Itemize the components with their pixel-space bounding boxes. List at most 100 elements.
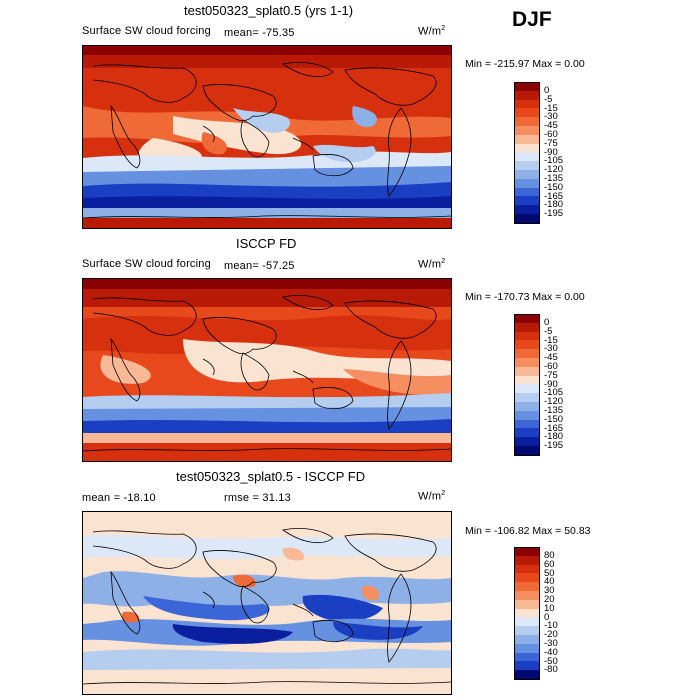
panel3-colorbar-swatch: [514, 608, 540, 618]
panel1-colorbar-tick-label: -15: [544, 102, 558, 114]
panel1-colorbar-tick-label: -30: [544, 111, 558, 123]
panel2-colorbar-swatch: [514, 340, 540, 350]
panel3-colorbar-tick-label: 50: [544, 567, 555, 579]
panel1-colorbar-swatch: [514, 205, 540, 215]
panel2-colorbar-tick-label: -165: [544, 422, 564, 434]
panel1-map-svg: [83, 46, 451, 228]
panel3-mean-label: mean = -18.10: [82, 492, 156, 504]
panel1-colorbar-swatch: [514, 99, 540, 109]
panel2-map-svg: [83, 279, 451, 461]
panel2-colorbar-tick-label: -75: [544, 369, 558, 381]
panel1-colorbar-swatch: [514, 134, 540, 145]
panel1-colorbar-tick-label: -105: [544, 155, 564, 167]
panel3-colorbar-swatch: [514, 661, 540, 671]
panel3-colorbar-swatch: [514, 582, 540, 592]
panel1-map: [82, 45, 452, 229]
panel3-colorbar-tick-label: 40: [544, 576, 555, 588]
panel2-mean-label: mean= -57.25: [224, 260, 295, 272]
panel3-colorbar-tick-label: 60: [544, 558, 555, 570]
panel3-title: test050323_splat0.5 - ISCCP FD: [176, 469, 366, 484]
panel1-mean-label: mean= -75.35: [224, 27, 295, 39]
panel3-colorbar-tick-label: -50: [544, 655, 558, 667]
panel2-colorbar-tick-label: -180: [544, 431, 564, 443]
panel3-colorbar-swatch: [514, 555, 540, 566]
panel1-min-max: Min = -215.97 Max = 0.00: [465, 58, 585, 70]
panel1-colorbar-tick-label: 0: [544, 85, 550, 97]
panel2-colorbar-swatch: [514, 331, 540, 341]
panel3-map-svg: [83, 512, 451, 694]
panel2-title: ISCCP FD: [236, 236, 297, 251]
panel2-colorbar-swatch: [514, 428, 540, 438]
panel2-colorbar-swatch: [514, 437, 540, 447]
panel2-colorbar-tick-label: -105: [544, 387, 564, 399]
panel2-colorbar-swatch: [514, 349, 540, 359]
panel2-colorbar-swatch: [514, 358, 540, 368]
panel2-colorbar-swatch: [514, 322, 540, 333]
panel1-variable-label: Surface SW cloud forcing: [82, 25, 211, 37]
panel3-colorbar-swatch: [514, 591, 540, 601]
panel1-colorbar-tick-label: -150: [544, 181, 564, 193]
panel1-colorbar-tick-label: -60: [544, 129, 558, 141]
panel3-colorbar-swatch: [514, 617, 540, 627]
panel1-colorbar-tick-label: -135: [544, 173, 564, 185]
panel1-colorbar-swatch: [514, 170, 540, 180]
panel2-colorbar-swatch: [514, 393, 540, 403]
panel1-colorbar-tick-label: -165: [544, 190, 564, 202]
panel2-colorbar-tick-label: 0: [544, 317, 550, 329]
panel2-colorbar-swatch: [514, 410, 540, 421]
panel3-min-max: Min = -106.82 Max = 50.83: [465, 525, 591, 537]
panel3-colorbar-swatch: [514, 599, 540, 610]
panel1-colorbar-swatch: [514, 117, 540, 127]
panel1-colorbar-tick-label: -120: [544, 164, 564, 176]
panel1-colorbar-swatch: [514, 90, 540, 101]
panel3-colorbar-swatch: [514, 564, 540, 574]
panel2-colorbar-swatch: [514, 419, 540, 429]
panel3-map: [82, 511, 452, 695]
panel1-colorbar-swatch: [514, 152, 540, 162]
panel1-colorbar-swatch: [514, 214, 540, 225]
panel1-colorbar-swatch: [514, 187, 540, 197]
panel1-colorbar-tick-label: -45: [544, 120, 558, 132]
panel3-colorbar-tick-label: 80: [544, 550, 555, 562]
panel3-colorbar-swatch: [514, 626, 540, 636]
panel1-title: test050323_splat0.5 (yrs 1-1): [184, 3, 354, 18]
panel2-colorbar-swatch: [514, 375, 540, 385]
panel1-colorbar-swatch: [514, 126, 540, 136]
panel2-colorbar-tick-label: -150: [544, 413, 564, 425]
panel2-colorbar: 0 -5 -15 -30 -45 -60 -75 -90 -105 -120 -135 -150 -16…: [514, 314, 634, 458]
panel2-colorbar-tick-label: -90: [544, 378, 558, 390]
panel1-colorbar-swatch: [514, 82, 540, 93]
panel2-colorbar-tick-label: -45: [544, 352, 558, 364]
panel3-colorbar-swatch: [514, 643, 540, 654]
panel1-colorbar-swatch: [514, 143, 540, 153]
panel1-colorbar-tick-label: -180: [544, 199, 564, 211]
panel1-units: W/m2: [418, 25, 446, 38]
panel1-colorbar-swatch: [514, 108, 540, 118]
panel2-colorbar-tick-label: -120: [544, 396, 564, 408]
panel3-colorbar-tick-label: -30: [544, 638, 558, 650]
panel1-colorbar-tick-label: -75: [544, 137, 558, 149]
panel3-colorbar-swatch: [514, 573, 540, 583]
panel1-colorbar: 0 -5 -15 -30 -45 -60 -75 -90 -105 -120 -135 -150 -16…: [514, 82, 634, 226]
panel2-colorbar-tick-label: -15: [544, 334, 558, 346]
panel1-colorbar-swatch: [514, 178, 540, 189]
panel3-units: W/m2: [418, 490, 446, 503]
panel2-colorbar-tick-label: -195: [544, 440, 564, 452]
panel1-colorbar-swatch: [514, 161, 540, 171]
season-label: DJF: [512, 8, 552, 31]
panel3-colorbar-tick-label: -80: [544, 664, 558, 676]
panel3-colorbar-swatch: [514, 670, 540, 681]
panel2-colorbar-tick-label: -30: [544, 343, 558, 355]
panel3-colorbar-tick-label: 0: [544, 611, 550, 623]
panel2-colorbar-swatch: [514, 446, 540, 457]
panel3-colorbar-tick-label: -20: [544, 629, 558, 641]
panel3-colorbar-swatch: [514, 652, 540, 662]
panel3-colorbar-swatch: [514, 547, 540, 558]
panel3-rmse-label: rmse = 31.13: [224, 492, 291, 504]
panel2-map: [82, 278, 452, 462]
panel1-colorbar-tick-label: -90: [544, 146, 558, 158]
panel2-variable-label: Surface SW cloud forcing: [82, 258, 211, 270]
panel2-colorbar-swatch: [514, 366, 540, 377]
panel1-colorbar-tick-label: -5: [544, 93, 553, 105]
panel3-colorbar-tick-label: -40: [544, 646, 558, 658]
